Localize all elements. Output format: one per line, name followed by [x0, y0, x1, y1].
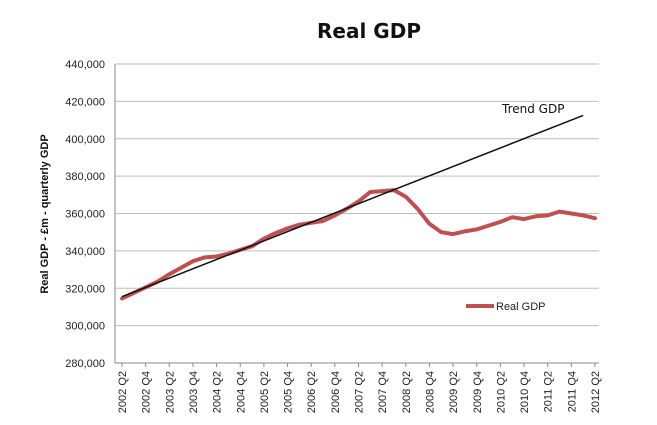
y-axis-label: Real GDP - £m - quarterly GDP [39, 134, 51, 293]
y-tick-label: 420,000 [65, 96, 105, 108]
x-tick-label: 2010 Q2 [495, 371, 507, 413]
x-tick-label: 2003 Q2 [164, 371, 176, 413]
x-tick-label: 2002 Q2 [117, 371, 129, 413]
y-axis-ticks: 280,000 300,000 320,000 340,000 360,000 380,0… [65, 59, 105, 370]
y-tick-label: 280,000 [65, 358, 105, 370]
legend-label-real-gdp: Real GDP [496, 301, 546, 313]
y-tick-label: 340,000 [65, 246, 105, 258]
x-tick-label: 2002 Q4 [141, 371, 153, 413]
x-tick-label: 2011 Q4 [566, 371, 578, 412]
y-tick-label: 400,000 [65, 134, 105, 146]
x-tick-label: 2011 Q2 [543, 371, 555, 412]
x-tick-label: 2008 Q2 [401, 371, 413, 413]
x-tick-label: 2006 Q4 [330, 371, 342, 413]
series-lines [120, 114, 597, 301]
y-tick-label: 360,000 [65, 209, 105, 221]
x-tick-label: 2005 Q2 [259, 371, 271, 413]
x-tick-label: 2010 Q4 [519, 371, 531, 413]
x-tick-label: 2009 Q2 [448, 371, 460, 413]
y-tick-label: 300,000 [65, 321, 105, 333]
trend-gdp-annotation: Trend GDP [501, 102, 564, 116]
x-tick-label: 2007 Q2 [354, 371, 366, 413]
y-tick-label: 380,000 [65, 171, 105, 183]
y-tick-label: 440,000 [65, 59, 105, 71]
x-tick-label: 2004 Q4 [235, 371, 247, 413]
y-tick-label: 320,000 [65, 283, 105, 295]
x-tick-label: 2004 Q2 [212, 371, 224, 413]
x-tick-label: 2005 Q4 [283, 371, 295, 413]
x-tick-label: 2008 Q4 [424, 371, 436, 413]
x-axis-ticks: 2002 Q2 2002 Q4 2003 Q2 2003 Q4 2004 Q2 2004 … [117, 363, 602, 413]
chart-title: Real GDP [317, 19, 421, 43]
x-tick-label: 2006 Q2 [306, 371, 318, 413]
x-tick-label: 2009 Q4 [472, 371, 484, 413]
grid-lines [114, 63, 599, 364]
legend: Real GDP [466, 301, 546, 313]
x-tick-label: 2003 Q4 [188, 371, 200, 413]
series-line-trend-gdp [121, 114, 584, 298]
series-line-real-gdp [120, 188, 597, 301]
x-tick-label: 2012 Q2 [590, 371, 602, 413]
x-tick-label: 2007 Q4 [377, 371, 389, 413]
